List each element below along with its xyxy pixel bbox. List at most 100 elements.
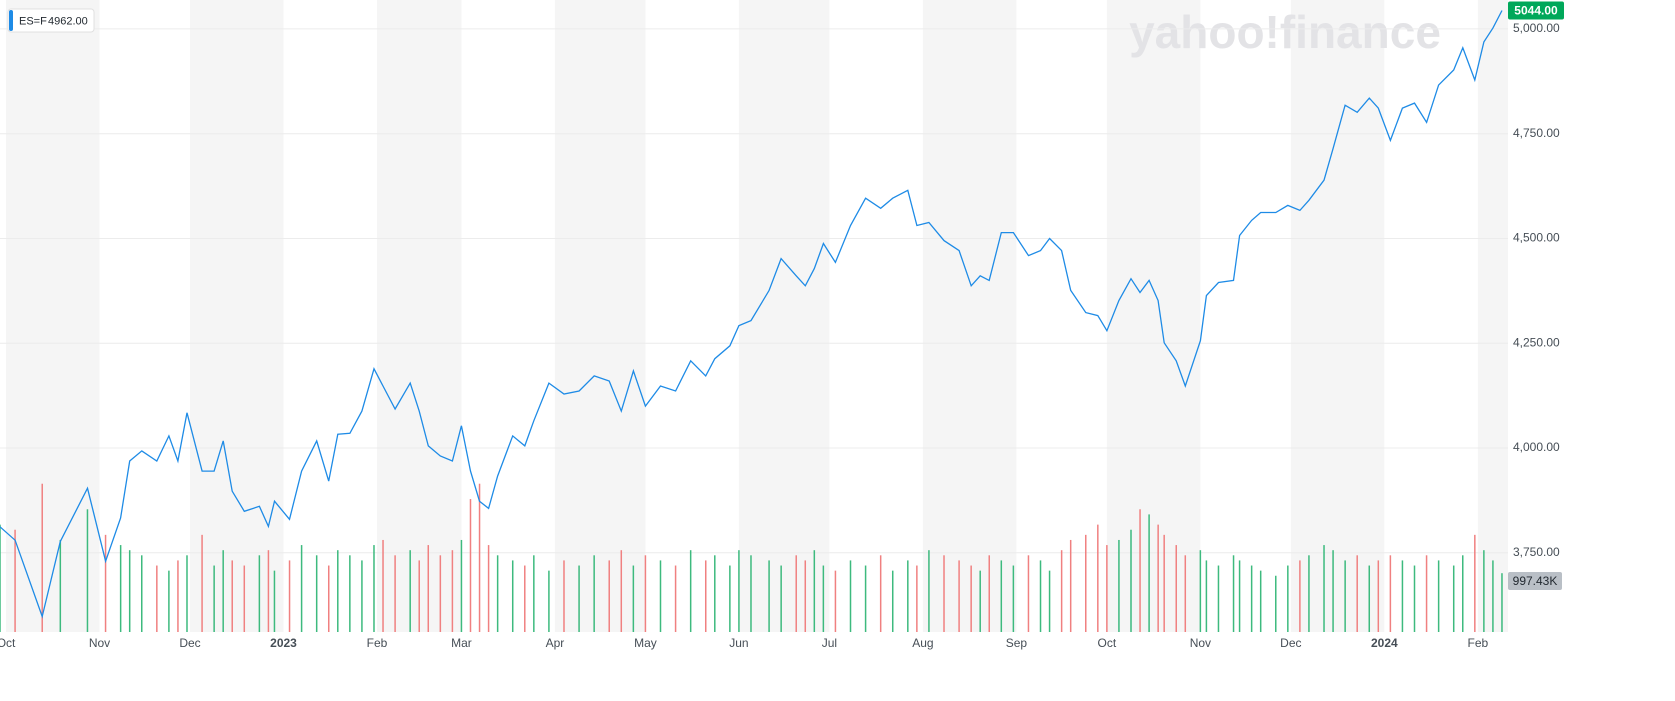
x-tick-label: May	[634, 636, 657, 650]
volume-bar	[1259, 570, 1262, 632]
volume-bar	[1332, 550, 1334, 632]
month-band	[1477, 0, 1508, 632]
volume-bar	[1012, 565, 1015, 632]
volume-bar	[689, 550, 692, 632]
volume-bar	[1060, 550, 1063, 632]
volume-bar	[780, 565, 782, 632]
price-tag-label: 5044.00	[1514, 4, 1558, 18]
volume-bar	[288, 560, 291, 632]
volume-bar	[201, 534, 203, 632]
volume-bar	[273, 570, 276, 632]
volume-bar	[1425, 555, 1428, 632]
volume-bar	[632, 565, 635, 632]
price-line	[0, 10, 1503, 619]
volume-bar	[1039, 560, 1042, 632]
x-tick-label: Oct	[0, 636, 16, 650]
volume-bar	[141, 555, 143, 632]
volume-bar	[1199, 550, 1202, 632]
volume-bar	[1139, 509, 1141, 632]
volume-bar	[177, 560, 179, 632]
y-tick-label: 4,250.00	[1513, 335, 1560, 349]
volume-bar	[337, 550, 339, 632]
volume-bar	[119, 545, 122, 632]
volume-bar	[1238, 560, 1241, 632]
volume-bar	[1027, 555, 1030, 632]
volume-bar	[511, 560, 514, 632]
volume-bar	[1118, 539, 1120, 632]
volume-bar	[86, 509, 89, 632]
volume-bar	[620, 550, 623, 632]
month-bands	[6, 0, 1508, 632]
month-band	[1290, 0, 1385, 632]
volume-bar	[1437, 560, 1440, 632]
legend-swatch	[9, 10, 13, 31]
y-tick-label: 3,750.00	[1513, 545, 1560, 559]
volume-bar	[1344, 560, 1346, 632]
x-tick-label: 2023	[270, 636, 297, 650]
volume-bar	[451, 550, 454, 632]
legend-value: 4962.00	[48, 15, 88, 27]
volume-bar	[533, 555, 535, 632]
volume-bar	[608, 560, 610, 632]
volume-bar	[1323, 545, 1325, 632]
volume-bar	[1148, 514, 1150, 632]
volume-bar	[928, 550, 930, 632]
volume-bar	[1184, 555, 1187, 632]
volume-bar	[1413, 565, 1416, 632]
volume-bar	[382, 539, 384, 632]
volume-bar	[1069, 539, 1072, 632]
x-tick-label: Mar	[451, 636, 472, 650]
volume-bar	[1232, 555, 1235, 632]
volume-bar	[714, 555, 716, 632]
volume-tag-label: 997.43K	[1513, 574, 1558, 588]
volume-bar	[104, 534, 107, 632]
volume-bar	[1000, 560, 1003, 632]
volume-bar	[1250, 565, 1253, 632]
volume-bar	[128, 550, 131, 632]
x-tick-label: Nov	[89, 636, 110, 650]
volume-bar	[563, 560, 565, 632]
volume-bar	[578, 565, 580, 632]
volume-bar	[891, 570, 894, 632]
volume-bar	[849, 560, 852, 632]
volume-bar	[1175, 545, 1177, 632]
volume-bar	[258, 555, 261, 632]
volume-bar	[439, 555, 442, 632]
month-band	[377, 0, 462, 632]
volume-bar	[593, 555, 595, 632]
y-tick-label: 4,500.00	[1513, 231, 1560, 245]
volume-bar	[1377, 560, 1380, 632]
volume-bar	[59, 539, 62, 632]
volume-bar	[213, 565, 215, 632]
volume-bar	[327, 565, 330, 632]
volume-bar	[267, 550, 270, 632]
volume-bar	[1308, 555, 1310, 632]
volume-bar	[409, 550, 411, 632]
volume-bar	[1356, 555, 1358, 632]
volume-bar	[879, 555, 882, 632]
volume-bar	[1368, 565, 1371, 632]
month-band	[922, 0, 1017, 632]
volume-bar	[674, 565, 677, 632]
volume-bar	[1483, 550, 1485, 632]
x-tick-label: Dec	[1280, 636, 1301, 650]
volume-bar	[1299, 560, 1301, 632]
volume-bar	[1492, 560, 1494, 632]
legend-box	[7, 8, 95, 33]
x-tick-label: Feb	[1467, 636, 1488, 650]
volume-bar	[1157, 524, 1159, 632]
volume-bar	[1205, 560, 1208, 632]
volume-bar	[222, 550, 224, 632]
volume-bar	[644, 555, 647, 632]
volume-bar	[704, 560, 707, 632]
volume-bar	[349, 555, 351, 632]
volume-bar	[394, 555, 396, 632]
volume-bar	[373, 545, 375, 632]
month-band	[554, 0, 646, 632]
volume-bar	[315, 555, 318, 632]
volume-bar	[1217, 565, 1220, 632]
volume-bar	[1474, 534, 1476, 632]
volume-bar	[0, 524, 1, 632]
volume-bar	[1048, 570, 1051, 632]
